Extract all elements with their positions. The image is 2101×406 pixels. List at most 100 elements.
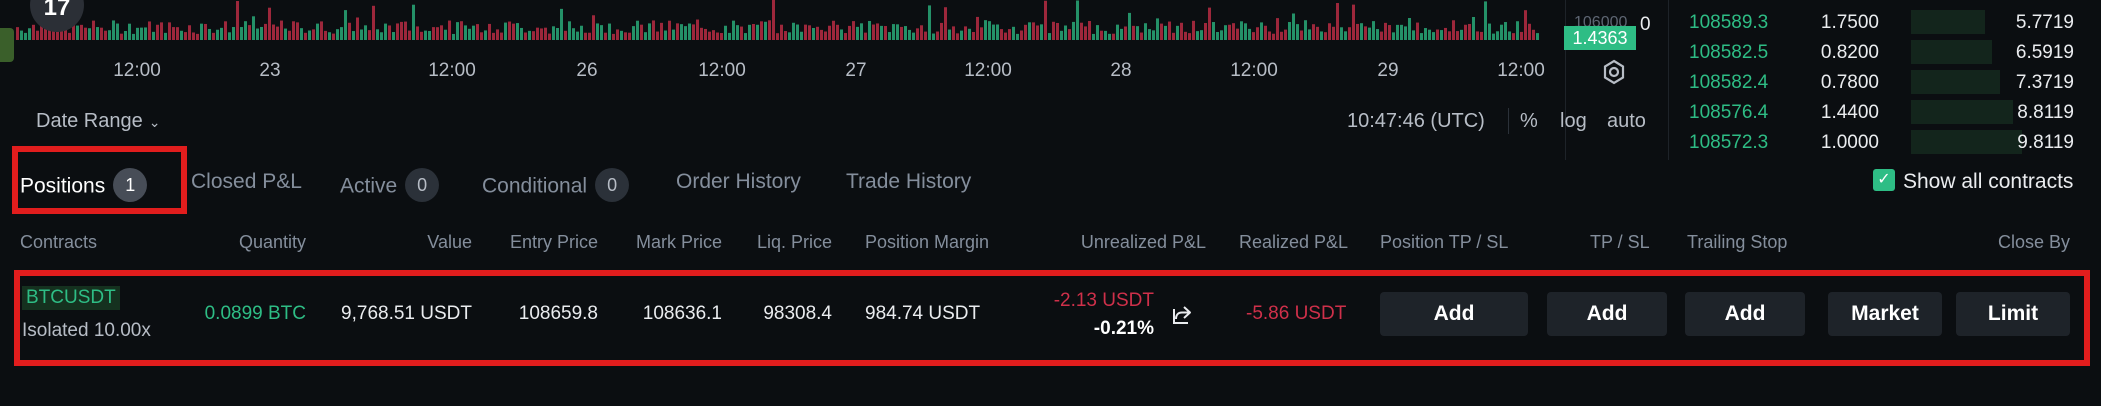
volume-bar (832, 20, 835, 40)
volume-bar (256, 28, 259, 40)
volume-bar (928, 5, 931, 41)
close-market-button[interactable]: Market (1828, 292, 1942, 336)
add-trailing-stop-button[interactable]: Add (1685, 292, 1805, 336)
volume-bar (992, 24, 995, 40)
volume-bar (1160, 23, 1163, 40)
volume-bar (356, 17, 359, 40)
volume-bar (1148, 29, 1151, 40)
volume-bar (436, 27, 439, 40)
orderbook-sum: 8.8119 (2017, 102, 2074, 123)
volume-bar (1364, 26, 1367, 40)
volume-bar (212, 32, 215, 40)
volume-bar (72, 21, 75, 40)
volume-bar (1076, 0, 1079, 40)
volume-bar (1132, 25, 1135, 40)
share-icon[interactable] (1168, 300, 1196, 328)
x-tick-label: 27 (845, 60, 867, 81)
orderbook-row[interactable]: 108576.4 1.4400 8.8119 (1669, 98, 2101, 126)
volume-bar (1524, 10, 1527, 40)
volume-bar (1488, 23, 1491, 40)
volume-bar (176, 27, 179, 40)
percent-toggle[interactable]: % (1520, 110, 1538, 132)
volume-bar (780, 24, 783, 40)
tab-active[interactable]: Active 0 (340, 168, 440, 204)
x-tick-label: 28 (1110, 60, 1132, 81)
volume-bar (36, 30, 39, 40)
volume-bar (1212, 22, 1215, 40)
volume-bar (1016, 33, 1019, 40)
tab-conditional[interactable]: Conditional 0 (482, 168, 630, 204)
volume-bar (988, 21, 991, 40)
volume-bar (712, 30, 715, 40)
orderbook-row[interactable]: 108572.3 1.0000 9.8119 (1669, 128, 2101, 156)
volume-bar (1300, 30, 1303, 40)
volume-bar (604, 32, 607, 40)
chart-settings-icon[interactable] (1600, 58, 1628, 86)
tab-trade-history[interactable]: Trade History (846, 170, 971, 194)
price-axis[interactable] (1565, 0, 1650, 160)
volume-bar (748, 24, 751, 40)
volume-bar (1280, 31, 1283, 40)
position-quantity: 0.0899 BTC (204, 303, 306, 324)
volume-bar (476, 24, 479, 40)
volume-bar (320, 21, 323, 40)
contract-symbol[interactable]: BTCUSDT (22, 286, 120, 310)
volume-bar (24, 32, 27, 40)
volume-bar (820, 29, 823, 40)
auto-toggle[interactable]: auto (1607, 110, 1646, 132)
volume-bar (1504, 22, 1507, 40)
orderbook-size: 1.0000 (1820, 132, 1879, 153)
volume-bar (432, 27, 435, 40)
volume-bar (88, 28, 91, 40)
orderbook-row[interactable]: 108582.5 0.8200 6.5919 (1669, 38, 2101, 66)
volume-bar (948, 29, 951, 40)
volume-bar (588, 32, 591, 40)
volume-bar (1244, 23, 1247, 40)
log-toggle[interactable]: log (1560, 110, 1587, 132)
volume-bar (696, 19, 699, 40)
volume-bar (156, 24, 159, 40)
volume-bar (880, 25, 883, 40)
volume-bar (852, 21, 855, 40)
depth-bar (1911, 100, 2013, 124)
volume-bar (944, 7, 947, 40)
close-limit-button[interactable]: Limit (1956, 292, 2070, 336)
tab-order-history[interactable]: Order History (676, 170, 801, 194)
volume-bar (364, 25, 367, 40)
volume-bar (1192, 20, 1195, 40)
chart-area[interactable]: 17 12:00 23 12:00 26 12:00 27 12:00 28 1… (0, 0, 1651, 160)
position-margin[interactable]: 984.74 USDT (865, 303, 981, 324)
volume-bar (388, 25, 391, 40)
margin-mode[interactable]: Isolated 10.00x (22, 320, 151, 341)
volume-bar (1424, 28, 1427, 40)
orderbook-row[interactable]: 108582.4 0.7800 7.3719 (1669, 68, 2101, 96)
drag-handle[interactable] (0, 28, 14, 62)
volume-bar (144, 27, 147, 40)
volume-bar (292, 21, 295, 40)
header-close-by: Close By (1997, 232, 2070, 252)
show-all-contracts-checkbox[interactable]: ✓ Show all contracts (1873, 169, 2073, 194)
tab-positions[interactable]: Positions 1 (20, 168, 148, 204)
volume-bar (952, 26, 955, 40)
header-contracts: Contracts (20, 232, 98, 252)
add-position-tpsl-button[interactable]: Add (1380, 292, 1528, 336)
volume-bar (480, 32, 483, 40)
orderbook-sum: 7.3719 (2015, 72, 2074, 93)
volume-bar (1064, 25, 1067, 40)
volume-bar (312, 29, 315, 40)
volume-bar (1252, 32, 1255, 40)
volume-bar (264, 23, 267, 40)
volume-bar (1492, 33, 1495, 40)
volume-bar (128, 23, 131, 40)
volume-bar (316, 23, 319, 40)
date-range-dropdown[interactable]: Date Range ⌄ (36, 110, 160, 133)
orderbook-row[interactable]: 108589.3 1.7500 5.7719 (1669, 8, 2101, 36)
volume-bar (568, 21, 571, 40)
volume-bar (1316, 26, 1319, 40)
volume-bar (468, 28, 471, 40)
volume-bar (872, 24, 875, 40)
volume-bar (776, 33, 779, 40)
tab-closed-pnl[interactable]: Closed P&L (191, 170, 302, 194)
volume-bar (284, 28, 287, 40)
add-tpsl-button[interactable]: Add (1547, 292, 1667, 336)
